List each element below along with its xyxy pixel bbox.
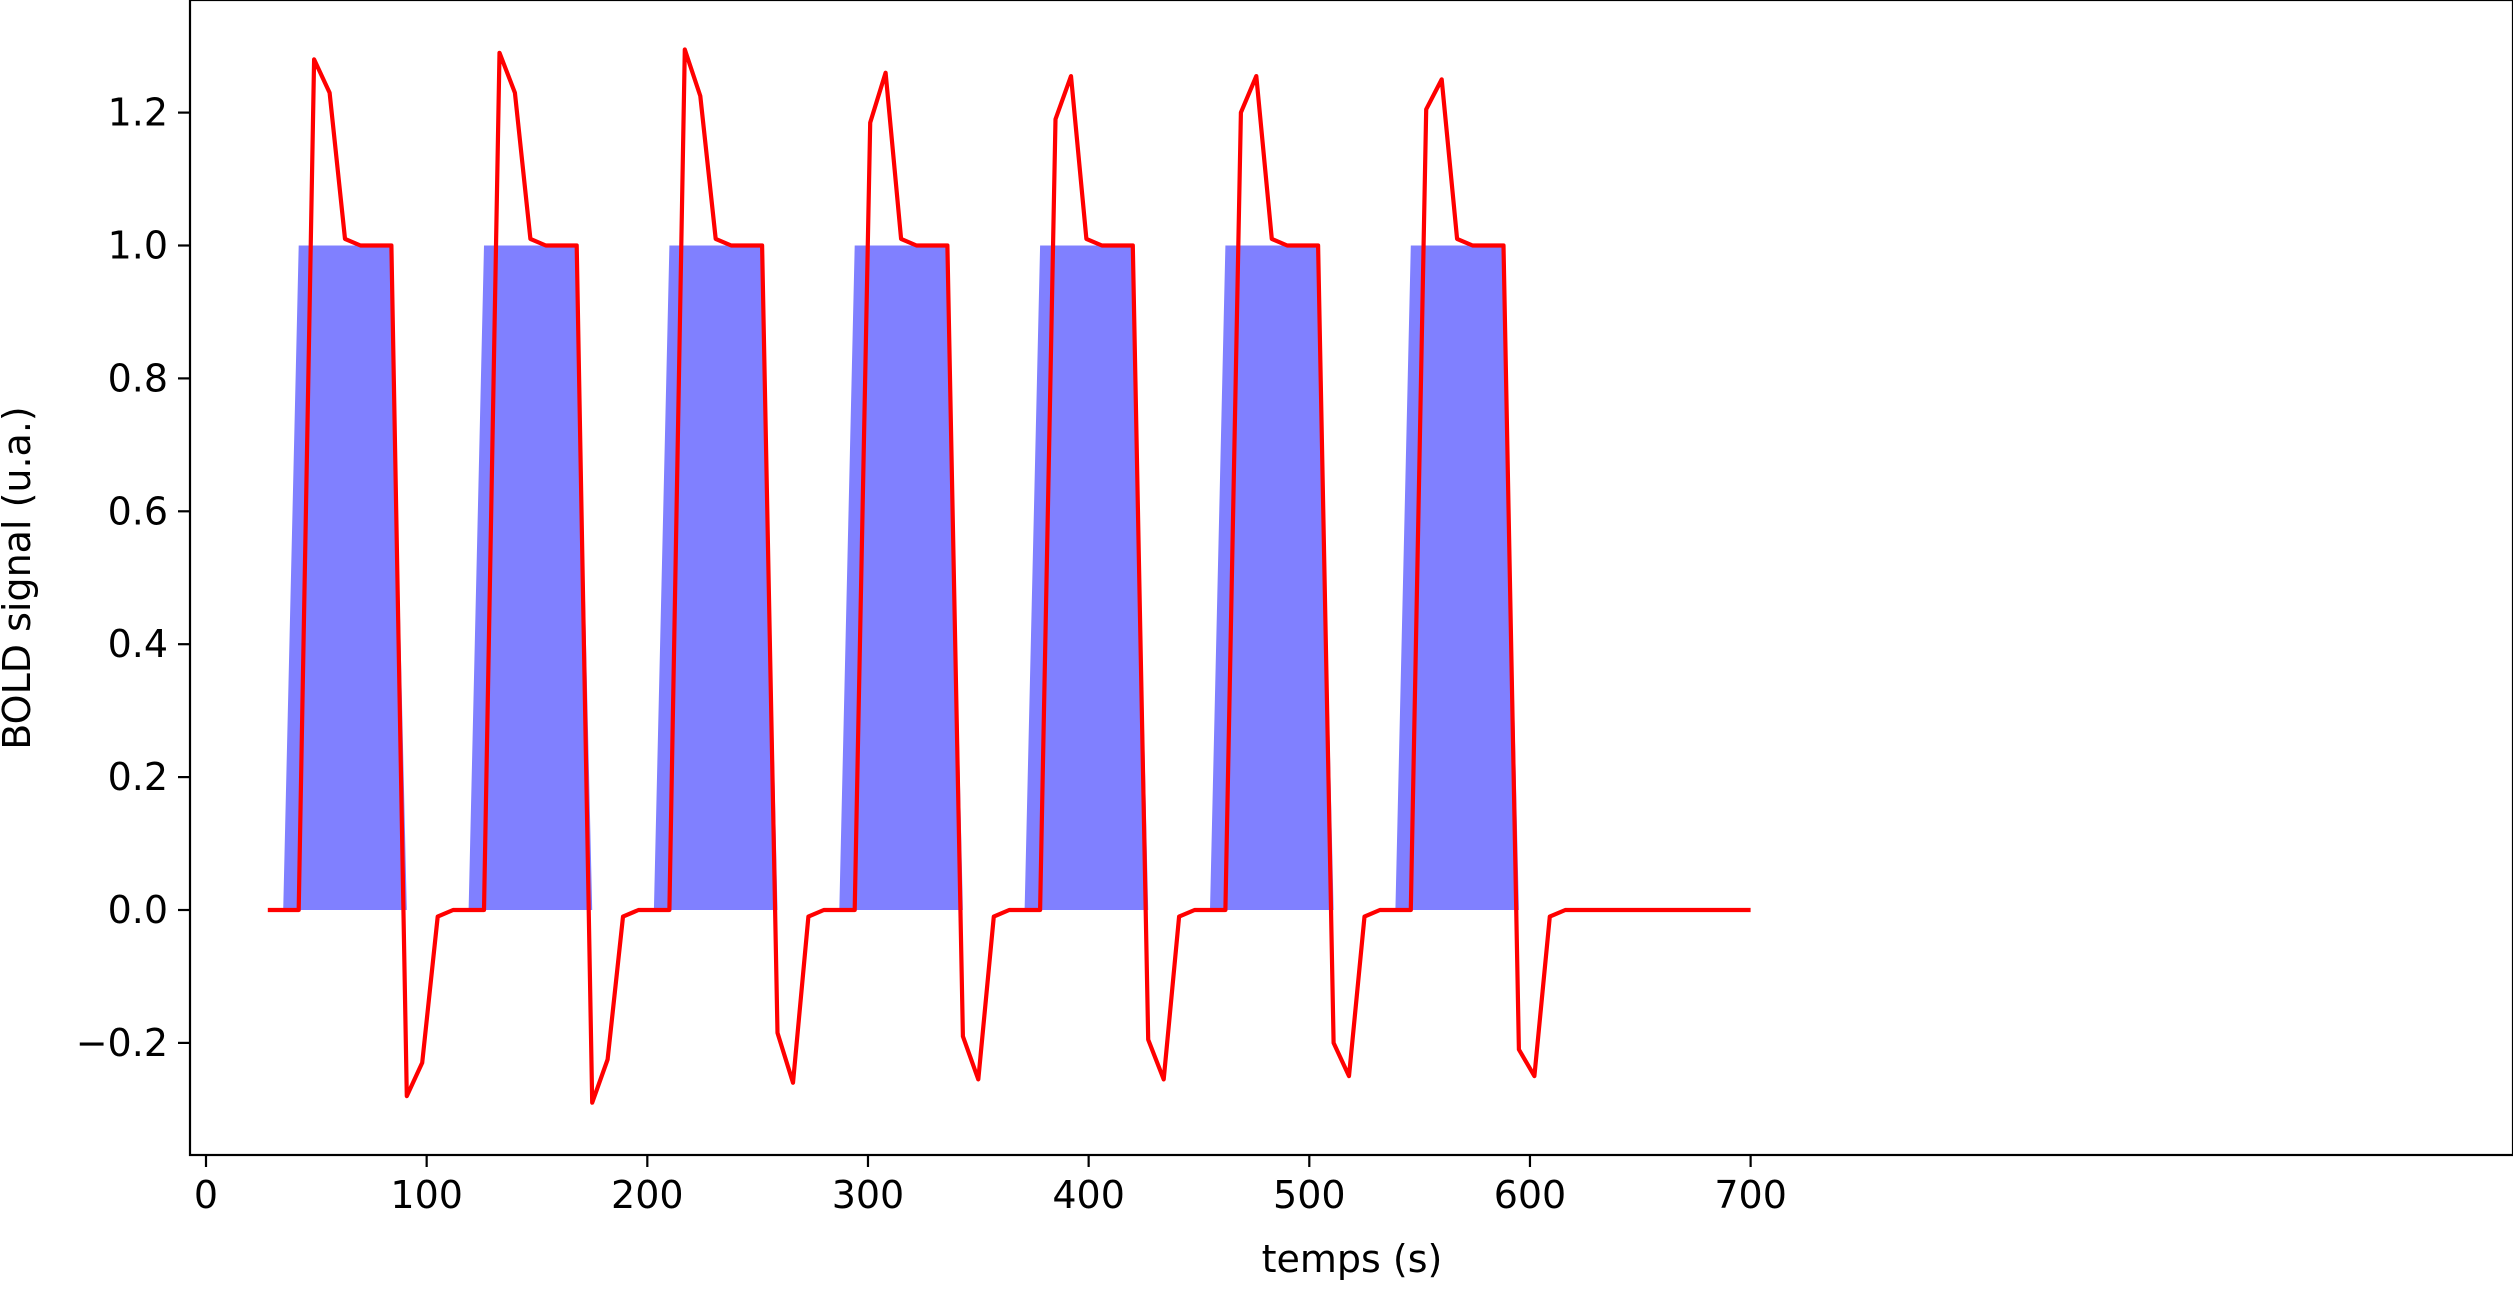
y-tick-label-2: 0.2 bbox=[108, 755, 168, 799]
line-series-1 bbox=[267, 47, 1751, 1105]
x-tick-label-2: 200 bbox=[611, 1173, 684, 1217]
x-tick-label-0: 0 bbox=[194, 1173, 218, 1217]
plot-area bbox=[267, 47, 1751, 1105]
y-tick-label-7: 1.2 bbox=[108, 91, 168, 135]
x-axis-label: temps (s) bbox=[1262, 1237, 1443, 1281]
y-tick-label-4: 0.6 bbox=[108, 489, 168, 533]
area-series-0 bbox=[283, 245, 1519, 910]
y-tick-label-3: 0.4 bbox=[108, 622, 168, 666]
y-tick-label-6: 1.0 bbox=[108, 224, 168, 268]
y-axis-label: BOLD signal (u.a.) bbox=[0, 406, 39, 749]
x-tick-label-5: 500 bbox=[1273, 1173, 1346, 1217]
x-tick-label-1: 100 bbox=[390, 1173, 463, 1217]
x-tick-label-3: 300 bbox=[832, 1173, 905, 1217]
x-tick-label-6: 600 bbox=[1494, 1173, 1567, 1217]
x-tick-label-7: 700 bbox=[1714, 1173, 1787, 1217]
y-tick-label-5: 0.8 bbox=[108, 356, 168, 400]
x-tick-label-4: 400 bbox=[1052, 1173, 1125, 1217]
axes: 0 100 200 300 400 500 600 700 −0.2 0.0 0.2 0.4 0.6 0.… bbox=[76, 0, 2513, 1217]
axes-frame bbox=[188, 0, 2513, 1157]
y-tick-label-0: −0.2 bbox=[76, 1021, 168, 1065]
y-tick-label-1: 0.0 bbox=[108, 888, 168, 932]
